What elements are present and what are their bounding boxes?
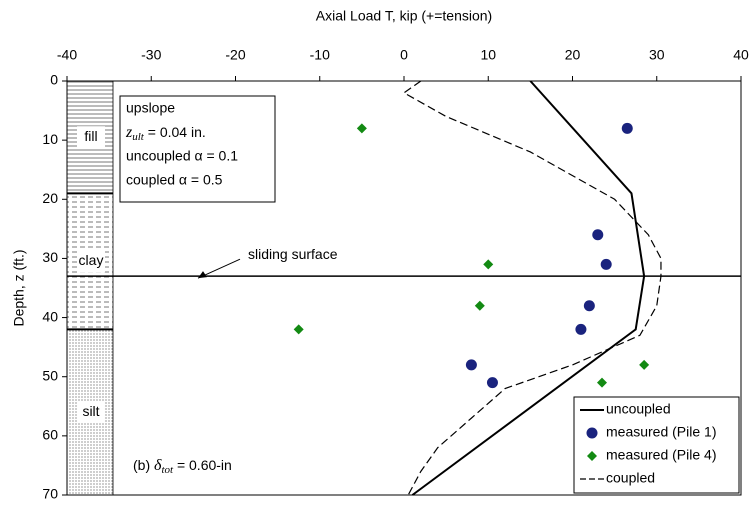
y-tick-label: 10 — [42, 131, 58, 147]
point — [486, 377, 498, 389]
text-part: = 0.04 in. — [144, 124, 206, 140]
x-axis-title: Axial Load T, kip (+=tension) — [316, 8, 492, 24]
sliding-surface-label: sliding surface — [248, 246, 338, 262]
text-part: = 0.60-in — [173, 457, 232, 473]
y-tick-label: 50 — [42, 367, 58, 383]
x-tick-label: -20 — [225, 47, 245, 63]
point — [600, 258, 612, 270]
point — [356, 123, 367, 134]
subscript: tot — [161, 464, 174, 476]
info-line: zult = 0.04 in. — [125, 124, 206, 143]
x-tick-label: -40 — [57, 47, 77, 63]
info-line: uncoupled α = 0.1 — [126, 148, 238, 164]
y-tick-label: 0 — [50, 72, 58, 88]
legend-label: coupled — [606, 470, 655, 486]
arrow-head — [198, 271, 207, 279]
legend-label: measured (Pile 4) — [606, 447, 717, 463]
legend-label: measured (Pile 1) — [606, 424, 717, 440]
x-tick-label: -10 — [310, 47, 330, 63]
point — [596, 377, 607, 388]
layer-label: fill — [84, 128, 97, 144]
point — [592, 229, 604, 241]
legend-box — [573, 396, 740, 494]
y-tick-label: 60 — [42, 427, 58, 443]
case-label: (b) δtot = 0.60-in — [133, 457, 232, 476]
series-line — [402, 80, 662, 496]
layer-label-bg — [77, 401, 105, 424]
layer-label: silt — [82, 403, 99, 419]
x-tick-label: 40 — [733, 47, 749, 63]
symbol: δ — [154, 457, 162, 474]
x-tick-label: 10 — [480, 47, 496, 63]
y-tick-label: 30 — [42, 249, 58, 265]
y-tick-label: 70 — [42, 486, 58, 502]
y-tick-label: 40 — [42, 308, 58, 324]
point — [474, 300, 485, 311]
point — [587, 451, 597, 461]
x-tick-label: 0 — [400, 47, 408, 63]
point — [583, 300, 595, 312]
point — [293, 324, 304, 335]
layer-label-bg — [77, 250, 105, 273]
x-tick-label: 30 — [649, 47, 665, 63]
plot-frame — [66, 80, 742, 496]
point — [575, 323, 587, 335]
info-line: coupled α = 0.5 — [126, 172, 223, 188]
point — [483, 259, 494, 270]
y-axis-title: Depth, z (ft.) — [11, 249, 27, 326]
point — [586, 427, 598, 439]
subscript: ult — [132, 131, 145, 143]
x-tick-label: -30 — [141, 47, 161, 63]
symbol: z — [125, 124, 133, 141]
point — [639, 359, 650, 370]
x-tick-label: 20 — [565, 47, 581, 63]
point — [465, 359, 477, 371]
point — [621, 122, 633, 134]
info-line: upslope — [126, 100, 175, 116]
series-line — [411, 80, 646, 496]
legend-label: uncoupled — [606, 401, 671, 417]
layer-label-bg — [77, 126, 105, 149]
text-part: (b) — [133, 457, 154, 473]
info-box — [119, 95, 276, 203]
layer-label: clay — [79, 252, 104, 268]
y-tick-label: 20 — [42, 190, 58, 206]
